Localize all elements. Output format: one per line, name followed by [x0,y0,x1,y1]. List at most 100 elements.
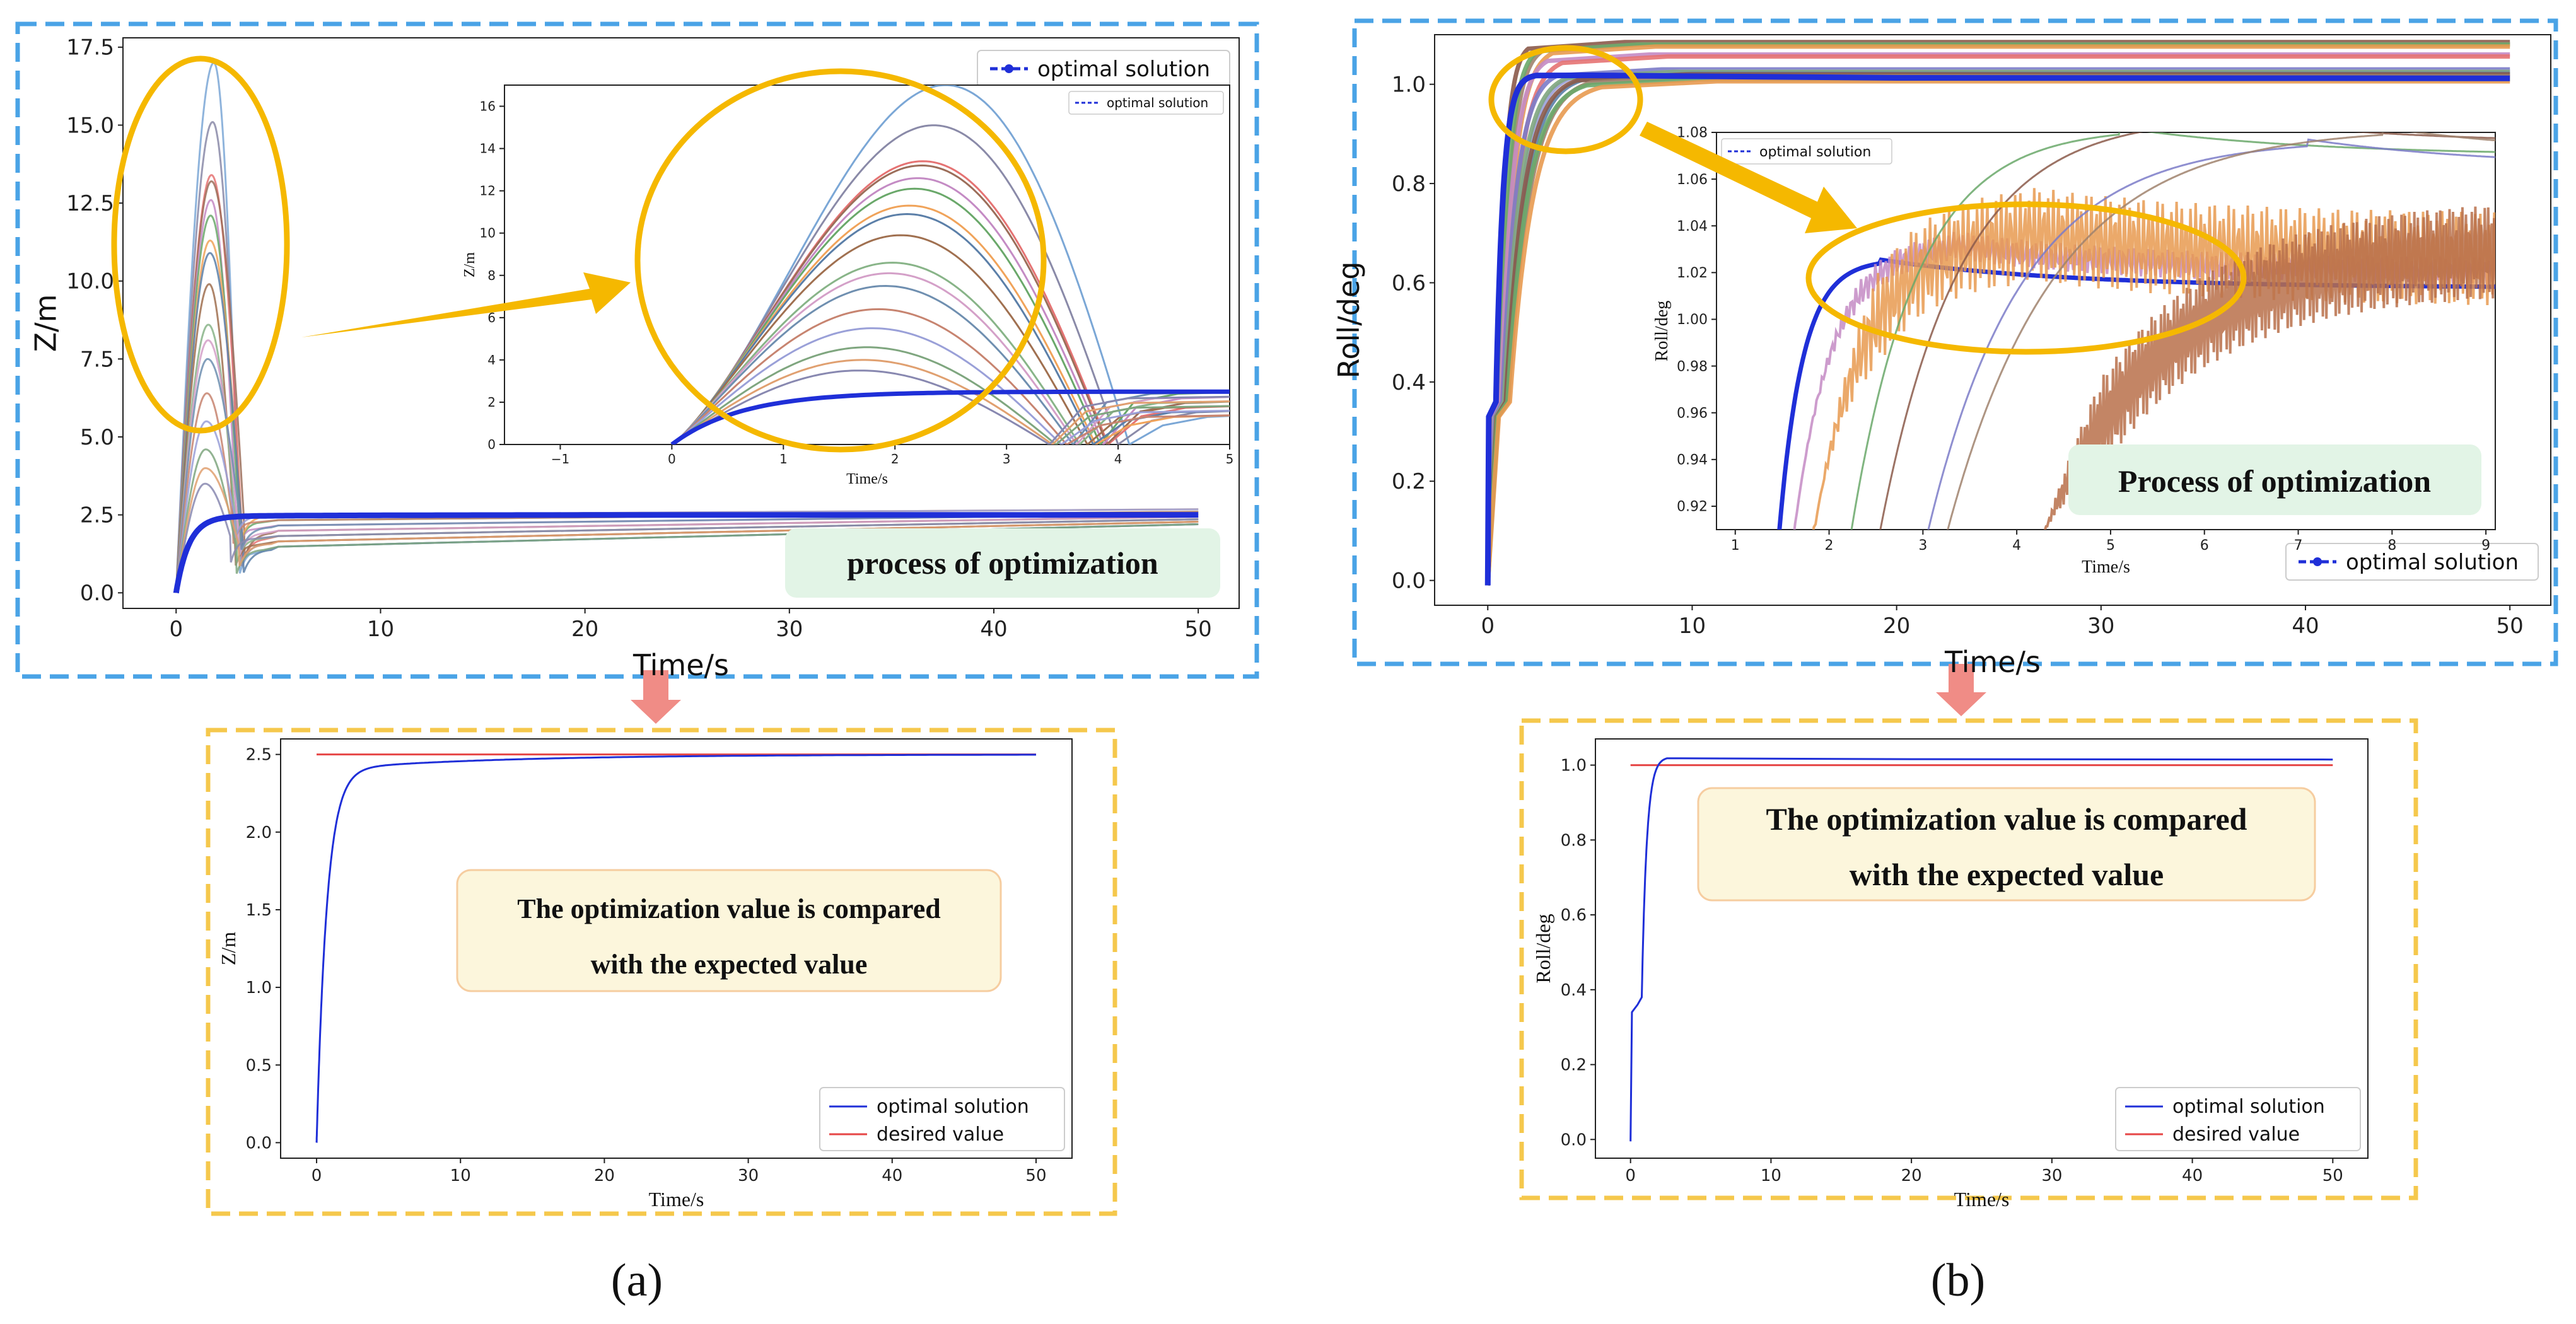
b_bottom-xtick-label: 0 [1625,1166,1636,1185]
a_bottom-xtick-label: 0 [312,1166,322,1185]
a_inset-ytick-label: 4 [487,352,496,368]
a_top-xtick-label: 20 [571,617,598,642]
a_top-annotation: process of optimization [785,528,1220,598]
a_bottom-ytick-label: 1.0 [246,978,272,997]
a_inset-xtick-label: 0 [668,451,676,467]
a_bottom-xtick-label: 10 [450,1166,471,1185]
a_inset-xtick-label: 5 [1226,451,1234,467]
b_inset-xtick-label: 7 [2294,538,2303,554]
a_inset-legend: optimal solution [1068,91,1224,115]
b_top-candidate-line [1485,67,2510,586]
b_top-ylabel: Roll/deg [1332,262,1366,379]
panel-a-bottom-frame [206,728,1117,1216]
b_bottom-ytick-label: 1.0 [1561,757,1587,775]
a_inset-legend-box [1068,91,1224,115]
b_bottom-xtick-label: 50 [2322,1166,2343,1185]
b_inset-ytick-label: 1.06 [1677,172,1708,188]
a_top-annotation-box [785,528,1220,598]
b_top-xtick-label: 10 [1679,613,1706,639]
a_bottom-annotation-line: The optimization value is compared [517,893,940,924]
a_inset-candidate-line [671,284,1230,444]
panel-a-top-frame [15,21,1259,679]
b_top-xlabel: Time/s [1944,645,2041,679]
a_inset-candidate-line [671,308,1230,444]
b_bottom-legend-label-optimal: optimal solution [2172,1096,2325,1118]
b_top-candidate-line [1485,69,2510,586]
a_bottom-ytick-label: 0.0 [246,1134,272,1153]
a_bottom-xlabel: Time/s [649,1188,704,1211]
b_inset-xtick-label: 9 [2481,538,2490,554]
a_bottom-ytick-label: 1.5 [246,901,272,920]
a_inset-xtick-label: 3 [1003,451,1011,467]
a_inset-ytick-label: 8 [487,268,496,283]
a_inset-candidate-line [671,359,1230,444]
a_top-xtick-label: 30 [776,617,803,642]
b_bottom-ytick-label: 0.6 [1561,906,1587,925]
b_inset-ytick-label: 0.96 [1677,405,1708,421]
a_bottom-optimal-line [315,753,1036,1143]
b_inset-ytick-label: 1.00 [1677,312,1708,328]
highlight-arrow-a [301,272,631,337]
highlight-ellipse-b-inset [1805,201,2247,355]
b_inset-annotation: Process of optimization [2068,444,2481,515]
a_top-ytick-label: 2.5 [80,503,114,528]
a_bottom-annotation-box [456,869,1002,992]
b_inset-xtick-label: 3 [1918,538,1927,554]
a_bottom-ylabel: Z/m [217,932,240,965]
a_bottom-series [315,753,1036,1143]
a_top-ytick-label: 5.0 [80,425,114,450]
b_bottom-annotation: The optimization value is compared with t… [1697,787,2316,902]
a_top-candidate-line [175,392,1199,593]
b_top-ytick-label: 0.8 [1392,171,1426,197]
a_top-candidate-line [175,357,1199,593]
a_bottom-legend: optimal solution desired value [819,1087,1065,1151]
b_inset-ytick-label: 0.94 [1677,453,1708,468]
a_inset-candidate-line [671,369,1230,444]
a_top-ylabel: Z/m [29,294,63,352]
a_inset-xtick-label: 2 [891,451,899,467]
b_inset-ytick-label: 0.92 [1677,499,1708,515]
b_inset-xtick-label: 2 [1825,538,1834,554]
a_top-annotation-text: process of optimization [847,545,1158,581]
highlight-ellipse-a-inset [634,68,1047,453]
a_inset-candidate-line [671,346,1230,444]
a_inset-ytick-label: 2 [487,395,496,410]
a_inset-ytick-label: 0 [487,437,496,452]
a_top-ytick-label: 7.5 [80,347,114,372]
a_inset-xtick-label: −1 [551,451,569,467]
a_top-ytick-label: 10.0 [66,269,114,294]
b_bottom-series [1629,757,2333,1142]
b_top-candidate-line [1485,72,2510,586]
a_inset-ytick-label: 14 [480,141,496,156]
a_top-optimal-line [173,512,1199,594]
a_bottom-legend-label-desired: desired value [877,1124,1004,1146]
a_inset-plot-area [504,84,1230,445]
b_inset-xlabel: Time/s [2082,557,2130,577]
panel-label-b: (b) [1931,1255,1985,1306]
a_top-xtick-label: 40 [980,617,1007,642]
a_inset-candidate-line [671,262,1230,444]
a_inset-candidate-line [671,272,1230,444]
a_bottom-ytick-label: 0.5 [246,1056,272,1075]
b_inset-annotation-box [2068,444,2481,515]
b_bottom-ytick-label: 0.2 [1561,1056,1587,1075]
a_top-xtick-label: 0 [169,617,183,642]
b_top-legend: optimal solution [2285,543,2539,581]
b_bottom-xtick-label: 10 [1761,1166,1781,1185]
b_inset-legend-box [1721,138,1892,165]
a_top-legend: optimal solution [977,50,1230,88]
b_inset-ytick-label: 1.02 [1677,265,1708,281]
b_inset-ytick-label: 0.98 [1677,359,1708,375]
b_top-xtick-label: 30 [2087,613,2114,639]
b_inset-legend-label: optimal solution [1759,144,1871,160]
b_bottom-ytick-label: 0.8 [1561,831,1587,850]
a_inset-ytick-label: 10 [480,226,496,241]
highlight-annotations [111,45,2247,453]
b_inset-series [1777,132,2495,530]
b_top-xtick-label: 40 [2292,613,2319,639]
b_top-candidate-line [1485,52,2510,586]
b_top-legend-label: optimal solution [2346,550,2519,575]
a_bottom-annotation: The optimization value is compared with t… [456,869,1002,992]
